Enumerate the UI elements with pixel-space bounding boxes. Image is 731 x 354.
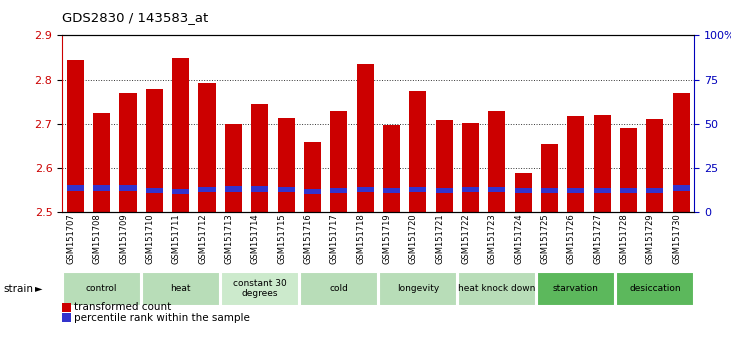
Bar (225, 124, 242, 212)
Bar (119, 185, 137, 191)
Text: GSM151711: GSM151711 (172, 213, 181, 264)
Bar (541, 144, 558, 212)
Bar (251, 104, 268, 212)
Bar (357, 64, 374, 212)
Bar (93, 185, 110, 191)
Text: longevity: longevity (397, 284, 439, 293)
Bar (278, 187, 295, 192)
Bar (436, 120, 452, 212)
Bar (300, 272, 378, 306)
Text: heat knock down: heat knock down (458, 284, 536, 293)
Bar (409, 187, 426, 193)
Bar (63, 272, 140, 306)
Text: GSM151714: GSM151714 (251, 213, 260, 264)
Bar (145, 89, 163, 212)
Bar (278, 118, 295, 212)
Text: GSM151717: GSM151717 (330, 213, 338, 264)
Text: percentile rank within the sample: percentile rank within the sample (74, 313, 250, 322)
Bar (515, 172, 531, 212)
Bar (462, 187, 479, 193)
Text: control: control (86, 284, 118, 293)
Bar (537, 272, 615, 306)
Bar (594, 188, 611, 193)
Text: GSM151725: GSM151725 (540, 213, 550, 264)
Bar (199, 83, 216, 212)
Text: GSM151723: GSM151723 (488, 213, 497, 264)
Text: GSM151729: GSM151729 (646, 213, 655, 264)
Bar (488, 110, 505, 212)
Text: GSM151718: GSM151718 (356, 213, 365, 264)
Text: GSM151710: GSM151710 (145, 213, 154, 264)
Bar (620, 128, 637, 212)
Bar (145, 188, 163, 193)
Text: GSM151712: GSM151712 (198, 213, 207, 264)
Bar (330, 110, 347, 212)
Bar (383, 188, 400, 193)
Bar (67, 60, 84, 212)
Bar (616, 272, 694, 306)
Bar (646, 188, 664, 193)
Bar (93, 113, 110, 212)
Text: GSM151713: GSM151713 (224, 213, 233, 264)
Bar (379, 272, 457, 306)
Text: starvation: starvation (553, 284, 599, 293)
Text: GSM151724: GSM151724 (514, 213, 523, 264)
Bar (172, 188, 189, 194)
Text: heat: heat (170, 284, 191, 293)
Bar (620, 188, 637, 193)
Text: transformed count: transformed count (74, 302, 171, 312)
Text: GSM151715: GSM151715 (277, 213, 286, 264)
Bar (221, 272, 299, 306)
Bar (330, 188, 347, 193)
Bar (119, 93, 137, 212)
Text: GDS2830 / 143583_at: GDS2830 / 143583_at (62, 11, 208, 24)
Bar (357, 187, 374, 192)
Text: strain: strain (4, 284, 34, 293)
Text: GSM151727: GSM151727 (594, 213, 602, 264)
Text: constant 30
degrees: constant 30 degrees (233, 279, 287, 298)
Bar (225, 186, 242, 192)
Text: GSM151721: GSM151721 (435, 213, 444, 264)
Bar (567, 116, 585, 212)
Bar (458, 272, 536, 306)
Bar (251, 186, 268, 192)
Bar (673, 93, 690, 212)
Bar (646, 119, 664, 212)
Bar (409, 91, 426, 212)
Text: GSM151719: GSM151719 (382, 213, 392, 264)
Bar (199, 187, 216, 192)
Bar (172, 58, 189, 212)
Text: GSM151709: GSM151709 (119, 213, 128, 264)
Bar (488, 187, 505, 193)
Text: GSM151726: GSM151726 (567, 213, 576, 264)
Text: GSM151708: GSM151708 (93, 213, 102, 264)
Bar (304, 188, 321, 194)
Text: cold: cold (330, 284, 348, 293)
Text: GSM151722: GSM151722 (461, 213, 471, 264)
Text: GSM151707: GSM151707 (67, 213, 75, 264)
Bar (594, 115, 611, 212)
Bar (462, 122, 479, 212)
Text: GSM151720: GSM151720 (409, 213, 418, 264)
Bar (673, 185, 690, 191)
Bar (515, 188, 531, 193)
Bar (436, 188, 452, 193)
Text: desiccation: desiccation (629, 284, 681, 293)
Bar (541, 188, 558, 193)
Bar (567, 188, 585, 193)
Bar (67, 185, 84, 191)
Text: GSM151728: GSM151728 (620, 213, 629, 264)
Text: GSM151716: GSM151716 (303, 213, 312, 264)
Text: ►: ► (35, 284, 42, 293)
Bar (383, 125, 400, 212)
Bar (304, 142, 321, 212)
Text: GSM151730: GSM151730 (673, 213, 681, 264)
Bar (142, 272, 220, 306)
